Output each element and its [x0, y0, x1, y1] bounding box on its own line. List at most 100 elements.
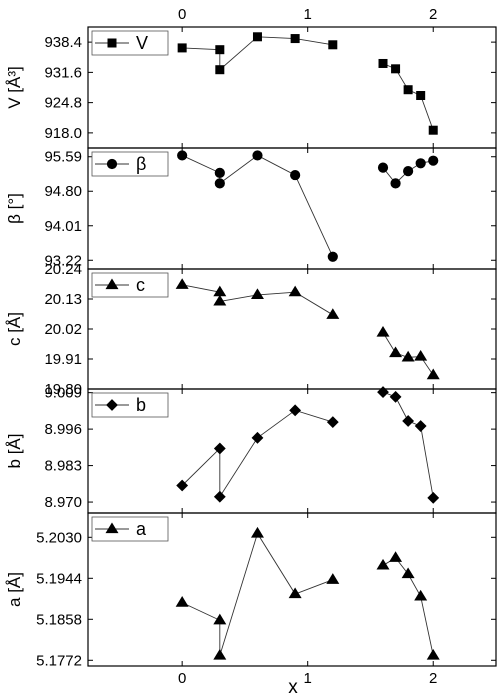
- chart-panels: 918.0 924.8 931.6 938.4 V [Å³] V 93.22 94.01 94.…: [5, 26, 497, 669]
- data-point: [328, 40, 338, 50]
- legend-label: a: [136, 519, 147, 539]
- y-tick-label: 9.009: [44, 385, 82, 402]
- data-point: [326, 416, 339, 429]
- y-axis-label: c [Å]: [5, 312, 24, 346]
- data-point: [326, 573, 340, 584]
- data-point: [416, 91, 426, 101]
- legend-label: V: [136, 33, 148, 53]
- data-point: [415, 158, 426, 169]
- data-point: [290, 34, 300, 44]
- data-point: [288, 285, 302, 297]
- data-point: [214, 178, 225, 189]
- data-point: [252, 150, 263, 161]
- data-point: [389, 551, 403, 562]
- y-axis-label: b [Å]: [5, 434, 24, 469]
- data-point: [428, 155, 439, 166]
- y-tick-label: 931.6: [44, 64, 82, 81]
- y-tick-label: 8.983: [44, 458, 82, 475]
- data-point: [213, 613, 227, 625]
- series-line: [181, 532, 333, 656]
- data-point: [214, 167, 225, 178]
- data-point: [376, 325, 390, 337]
- data-point: [377, 162, 389, 173]
- x-axis-label: x: [288, 677, 298, 695]
- data-point: [426, 648, 440, 660]
- data-point: [215, 45, 225, 55]
- series-line: [181, 409, 333, 499]
- y-tick-label: 94.80: [44, 183, 82, 200]
- y-tick-label: 5.1858: [36, 611, 82, 628]
- legend-marker: [106, 399, 118, 411]
- data-point: [213, 442, 226, 455]
- y-tick-label: 8.996: [44, 421, 82, 438]
- panel-V: 918.0 924.8 931.6 938.4 V [Å³] V: [5, 26, 497, 149]
- data-point: [389, 346, 403, 358]
- data-point: [175, 596, 189, 607]
- y-tick-label: 5.1944: [36, 570, 82, 587]
- legend-marker: [107, 38, 117, 48]
- y-tick-label: 918.0: [44, 125, 82, 142]
- data-point: [401, 567, 415, 579]
- y-tick-label: 8.970: [44, 494, 82, 511]
- data-point: [289, 404, 302, 417]
- data-point: [426, 368, 440, 380]
- panel-a: 5.1772 5.1858 5.1944 5.2030 a [Å] a: [5, 512, 497, 669]
- data-point: [403, 85, 413, 95]
- y-tick-label: 93.22: [44, 252, 82, 269]
- y-tick-label: 5.1772: [36, 652, 82, 669]
- y-tick-label: 5.2030: [36, 529, 82, 546]
- data-point: [290, 169, 301, 181]
- data-point: [327, 251, 338, 262]
- data-point: [377, 386, 389, 398]
- data-point: [326, 308, 340, 319]
- panel-β: 93.22 94.01 94.80 95.59 β [°] β: [5, 147, 497, 270]
- data-point: [213, 648, 227, 660]
- x-tick-label-top: 0: [178, 6, 186, 23]
- legend-marker: [106, 158, 118, 170]
- data-point: [177, 43, 187, 53]
- y-tick-label: 924.8: [44, 95, 82, 112]
- data-point: [175, 278, 189, 289]
- panel-b: 8.970 8.983 8.996 9.009 b [Å] b: [5, 385, 497, 514]
- x-tick-label: 0: [178, 670, 186, 687]
- data-point: [403, 166, 414, 177]
- y-tick-label: 20.24: [44, 261, 82, 278]
- data-point: [401, 350, 415, 362]
- x-axis: 0 1 2 0 1 2 x: [178, 6, 437, 695]
- legend-label: c: [136, 275, 145, 295]
- y-tick-label: 94.01: [44, 218, 82, 235]
- data-point: [427, 491, 440, 504]
- data-point: [414, 420, 427, 432]
- x-tick-label-top: 1: [304, 6, 312, 23]
- data-point: [376, 558, 390, 570]
- data-point: [390, 178, 401, 189]
- x-tick-label: 1: [304, 670, 312, 687]
- data-point: [251, 431, 264, 444]
- y-tick-label: 19.80: [44, 381, 82, 398]
- series-line: [181, 154, 334, 257]
- legend-label: b: [136, 395, 146, 415]
- x-tick-label-top: 2: [429, 6, 437, 23]
- data-point: [250, 288, 264, 300]
- y-axis-label: a [Å]: [5, 572, 24, 607]
- panel-c: 19.80 19.91 20.02 20.13 20.24 c [Å] c: [5, 261, 497, 398]
- legend-marker: [105, 522, 119, 534]
- y-tick-label: 20.13: [44, 291, 82, 308]
- series-line: [182, 36, 333, 71]
- data-point: [250, 526, 264, 538]
- data-point: [176, 479, 189, 492]
- data-point: [177, 150, 188, 161]
- data-point: [213, 490, 226, 503]
- data-point: [378, 58, 388, 68]
- bottom-x-tick-labels: 0 1 2: [178, 670, 437, 687]
- top-x-tick-labels: 0 1 2: [178, 6, 437, 23]
- data-point: [414, 589, 428, 601]
- legend-label: β: [136, 154, 146, 174]
- series-line: [382, 391, 434, 498]
- series-line: [382, 63, 434, 131]
- panel-frame: [87, 512, 497, 667]
- y-tick-label: 95.59: [44, 149, 82, 166]
- data-point: [389, 390, 402, 403]
- y-axis-label: β [°]: [5, 193, 24, 224]
- data-point: [215, 65, 225, 75]
